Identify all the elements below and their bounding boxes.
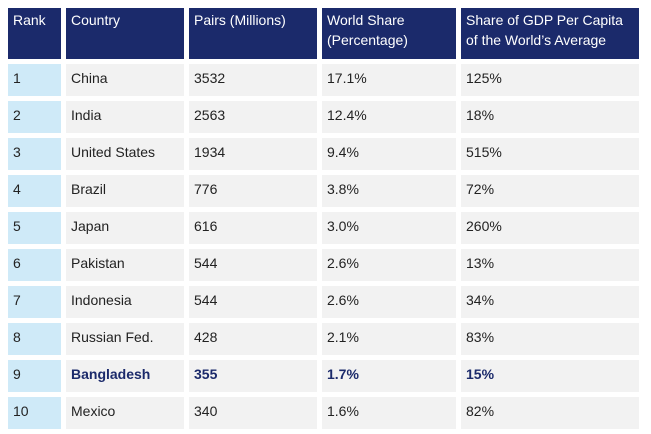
country-cell: China	[66, 64, 184, 96]
country-cell: Indonesia	[66, 286, 184, 318]
header-country: Country	[66, 8, 184, 59]
pairs-cell: 776	[189, 175, 317, 207]
rank-cell: 3	[8, 138, 61, 170]
table-row: 3 United States 1934 9.4% 515%	[8, 138, 639, 170]
rank-cell: 6	[8, 249, 61, 281]
pairs-cell: 616	[189, 212, 317, 244]
pairs-cell: 428	[189, 323, 317, 355]
table-row: 7 Indonesia 544 2.6% 34%	[8, 286, 639, 318]
world-share-cell: 2.1%	[322, 323, 456, 355]
gdp-share-cell: 260%	[461, 212, 639, 244]
country-cell: Mexico	[66, 397, 184, 429]
header-pairs: Pairs (Millions)	[189, 8, 317, 59]
table-row: 10 Mexico 340 1.6% 82%	[8, 397, 639, 429]
world-share-cell: 2.6%	[322, 249, 456, 281]
gdp-share-cell: 125%	[461, 64, 639, 96]
header-world-share: World Share (Percentage)	[322, 8, 456, 59]
country-cell: India	[66, 101, 184, 133]
gdp-share-cell: 83%	[461, 323, 639, 355]
header-gdp-share: Share of GDP Per Capita of the World’s A…	[461, 8, 639, 59]
gdp-share-cell: 72%	[461, 175, 639, 207]
table-header-row: Rank Country Pairs (Millions) World Shar…	[8, 8, 639, 59]
pairs-cell: 2563	[189, 101, 317, 133]
rank-cell: 9	[8, 360, 61, 392]
pairs-cell: 3532	[189, 64, 317, 96]
table-row: 4 Brazil 776 3.8% 72%	[8, 175, 639, 207]
world-share-cell: 3.8%	[322, 175, 456, 207]
gdp-share-cell: 13%	[461, 249, 639, 281]
country-cell: United States	[66, 138, 184, 170]
world-share-cell: 3.0%	[322, 212, 456, 244]
world-share-cell: 12.4%	[322, 101, 456, 133]
rank-cell: 10	[8, 397, 61, 429]
table-row-highlighted: 9 Bangladesh 355 1.7% 15%	[8, 360, 639, 392]
country-cell: Bangladesh	[66, 360, 184, 392]
pairs-cell: 355	[189, 360, 317, 392]
rank-cell: 1	[8, 64, 61, 96]
header-rank: Rank	[8, 8, 61, 59]
country-cell: Brazil	[66, 175, 184, 207]
pairs-cell: 544	[189, 286, 317, 318]
table-row: 8 Russian Fed. 428 2.1% 83%	[8, 323, 639, 355]
rank-cell: 7	[8, 286, 61, 318]
table-row: 5 Japan 616 3.0% 260%	[8, 212, 639, 244]
gdp-share-cell: 515%	[461, 138, 639, 170]
world-share-cell: 2.6%	[322, 286, 456, 318]
world-share-cell: 1.7%	[322, 360, 456, 392]
country-cell: Pakistan	[66, 249, 184, 281]
country-cell: Russian Fed.	[66, 323, 184, 355]
country-cell: Japan	[66, 212, 184, 244]
gdp-share-cell: 82%	[461, 397, 639, 429]
rank-cell: 2	[8, 101, 61, 133]
rank-cell: 4	[8, 175, 61, 207]
world-share-cell: 17.1%	[322, 64, 456, 96]
table-row: 1 China 3532 17.1% 125%	[8, 64, 639, 96]
footwear-production-table: Rank Country Pairs (Millions) World Shar…	[3, 3, 644, 434]
pairs-cell: 1934	[189, 138, 317, 170]
rank-cell: 8	[8, 323, 61, 355]
gdp-share-cell: 18%	[461, 101, 639, 133]
world-share-cell: 9.4%	[322, 138, 456, 170]
pairs-cell: 544	[189, 249, 317, 281]
rank-cell: 5	[8, 212, 61, 244]
gdp-share-cell: 34%	[461, 286, 639, 318]
pairs-cell: 340	[189, 397, 317, 429]
table-row: 2 India 2563 12.4% 18%	[8, 101, 639, 133]
world-share-cell: 1.6%	[322, 397, 456, 429]
gdp-share-cell: 15%	[461, 360, 639, 392]
table-row: 6 Pakistan 544 2.6% 13%	[8, 249, 639, 281]
